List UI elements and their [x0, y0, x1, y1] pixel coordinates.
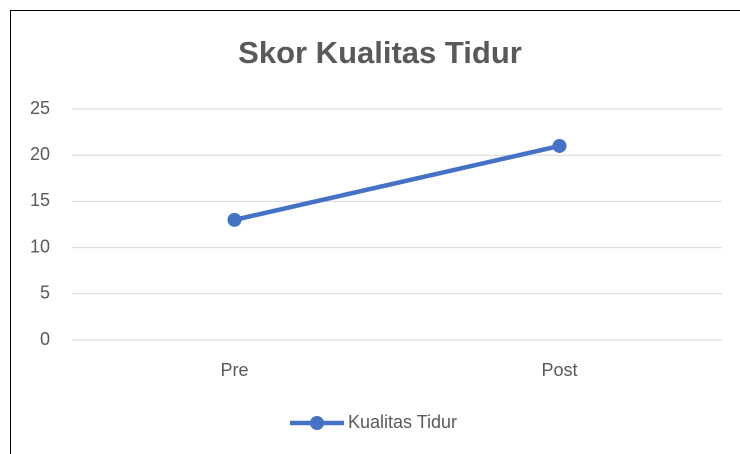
legend-marker — [310, 416, 324, 430]
y-tick-label: 5 — [40, 283, 50, 303]
point — [227, 212, 242, 227]
point — [552, 138, 567, 153]
y-tick-label: 25 — [30, 98, 50, 118]
y-tick-label: 0 — [40, 329, 50, 349]
y-tick-label: 15 — [30, 190, 50, 210]
y-tick-label: 20 — [30, 144, 50, 164]
x-tick-label: Pre — [220, 360, 248, 380]
line-series — [232, 143, 562, 223]
chart-frame — [10, 10, 740, 454]
chart-title: Skor Kualitas Tidur — [238, 35, 522, 70]
y-tick-label: 10 — [30, 236, 50, 256]
x-tick-label: Post — [541, 360, 577, 380]
legend-label: Kualitas Tidur — [348, 412, 457, 432]
